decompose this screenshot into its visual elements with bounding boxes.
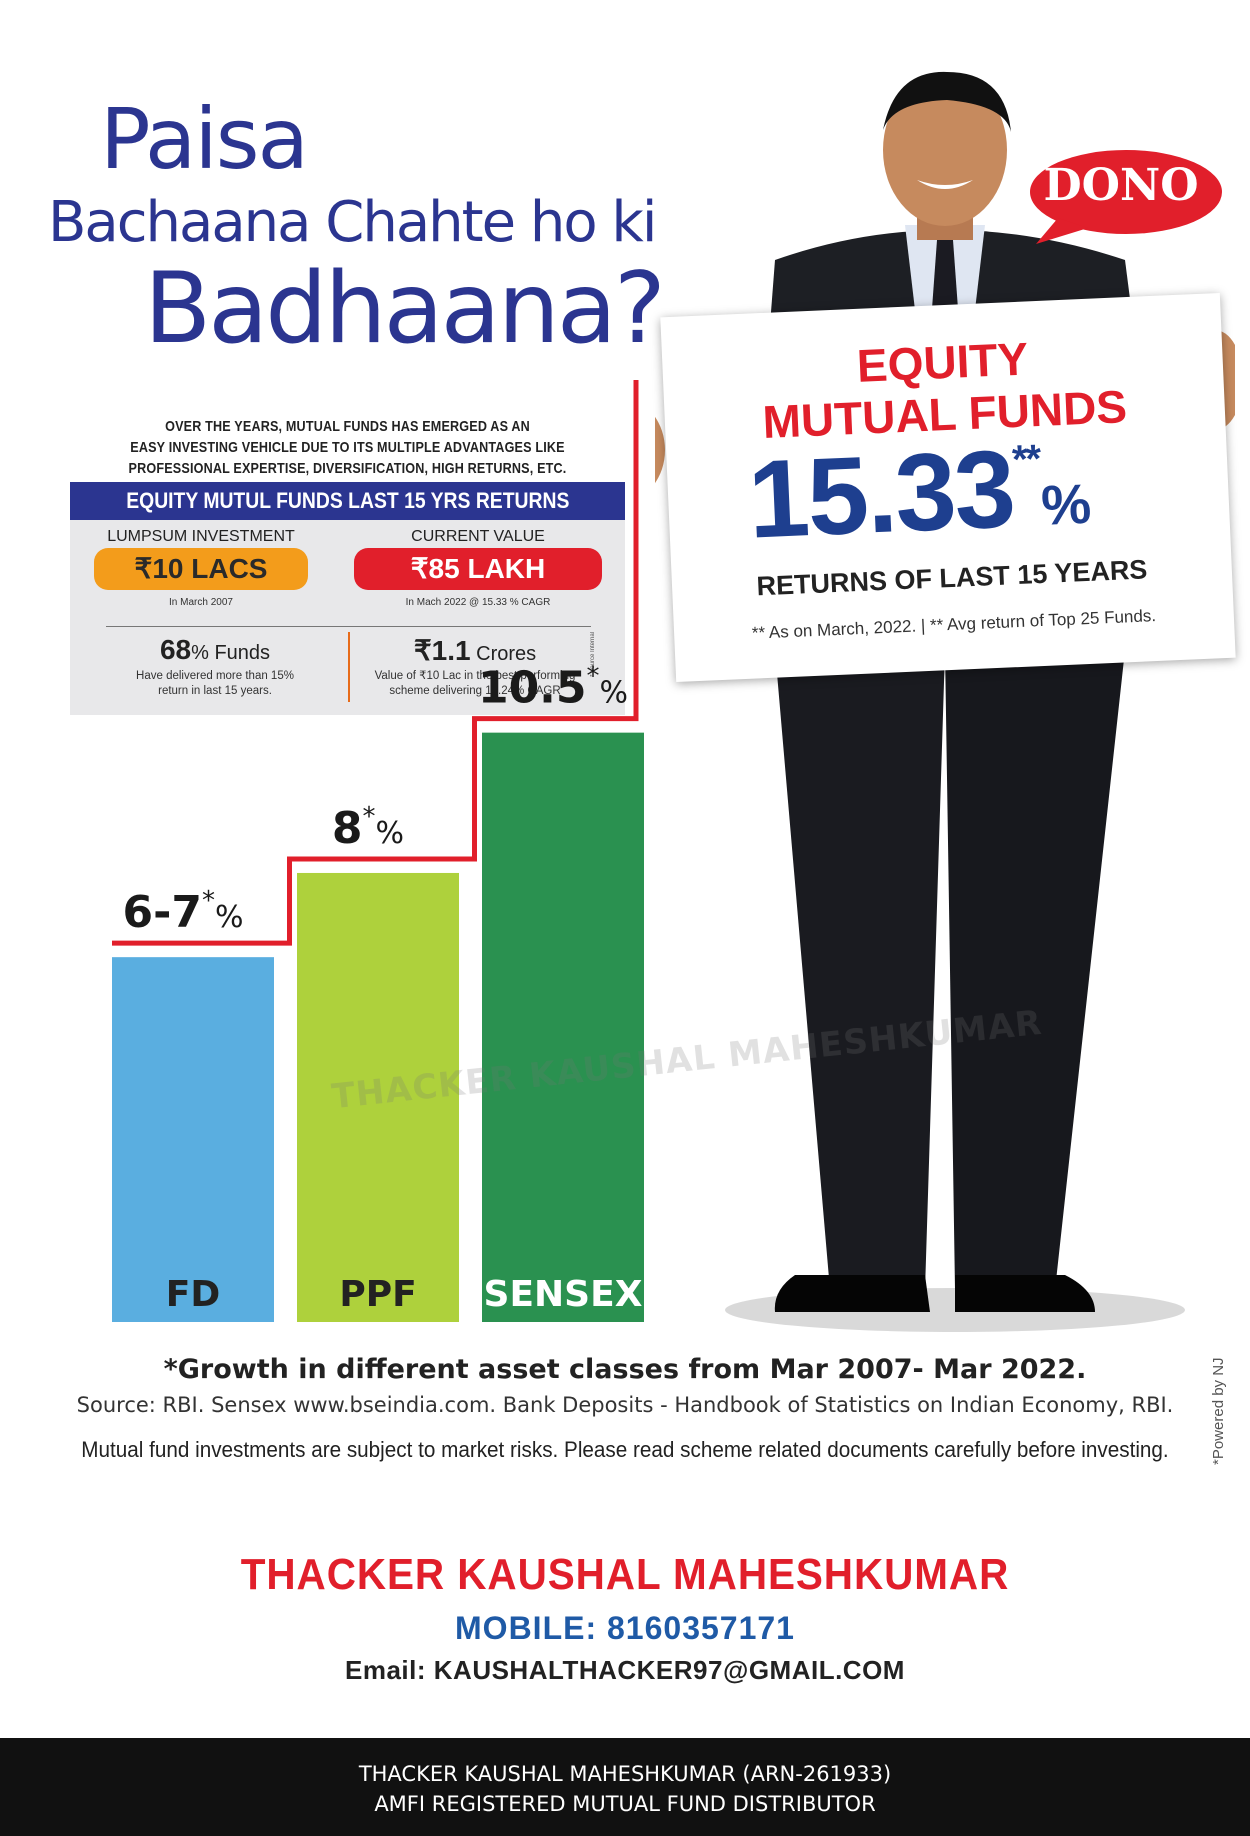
board-rate-stars: ** [1011,437,1041,483]
current-value-note: In Mach 2022 @ 15.33 % CAGR [405,597,551,608]
bar-label-ppf: PPF [339,1274,416,1315]
info-divider-vertical [348,632,350,702]
footer-bar: THACKER KAUSHAL MAHESHKUMAR (ARN-261933)… [0,1738,1250,1836]
lumpsum-label: LUMPSUM INVESTMENT [107,528,295,545]
intro-line-3: PROFESSIONAL EXPERTISE, DIVERSIFICATION,… [128,460,567,477]
powered-by: *Powered by NJ [1210,1357,1227,1465]
distributor-name: THACKER KAUSHAL MAHESHKUMAR [240,1550,1010,1599]
info-divider-horizontal [106,626,591,627]
stat-funds-desc: Have delivered more than 15% return in l… [90,669,340,699]
stat-funds-desc-1: Have delivered more than 15% [136,670,294,682]
current-value-badge: ₹85 LAKH [354,548,602,590]
growth-footnote: *Growth in different asset classes from … [163,1354,1087,1385]
board-note: ** As on March, 2022. | ** Avg return of… [751,606,1157,643]
headline-line-3: Badhaana? [144,252,666,366]
bubble-text: DONO [1043,160,1199,211]
info-box-title-bar: EQUITY MUTUL FUNDS LAST 15 YRS RETURNS [70,482,625,520]
info-box-title: EQUITY MUTUL FUNDS LAST 15 YRS RETURNS [125,488,570,513]
bar-sensex [482,732,644,1322]
board-rate-pct: % [1039,471,1091,537]
headline-line-1: Paisa [100,90,309,188]
stat-funds-desc-2: return in last 15 years. [158,685,272,697]
current-value-label: CURRENT VALUE [411,528,545,545]
source-footnote: Source: RBI. Sensex www.bseindia.com. Ba… [76,1393,1174,1417]
lumpsum-value-badge: ₹10 LACS [94,548,308,590]
intro-line-1: OVER THE YEARS, MUTUAL FUNDS HAS EMERGED… [165,418,530,435]
value-label-fd: 6-7*% [122,886,243,938]
stat-funds: 68% Funds [90,634,340,666]
bar-label-sensex: SENSEX [484,1274,643,1315]
footer-line-1: THACKER KAUSHAL MAHESHKUMAR (ARN-261933) [358,1762,892,1786]
stat-crores-value: ₹1.1 [413,635,471,666]
value-label-sensex: 10.5*% [478,662,628,714]
intro-text: OVER THE YEARS, MUTUAL FUNDS HAS EMERGED… [114,416,580,479]
bar-ppf [297,872,459,1322]
email-address[interactable]: Email: KAUSHALTHACKER97@GMAIL.COM [345,1655,905,1685]
lumpsum-note: In March 2007 [169,597,233,608]
stat-funds-value: 68 [159,634,192,665]
value-label-ppf: 8*% [332,802,404,854]
board-rate: 15.33**% [746,427,1091,561]
bar-fd [112,957,274,1322]
mobile-number[interactable]: MOBILE: 8160357171 [455,1610,795,1646]
headline-line-2: Bachaana Chahte ho ki [48,190,657,255]
bar-label-fd: FD [166,1274,220,1315]
speech-bubble-icon [1030,150,1222,244]
footer-line-2: AMFI REGISTERED MUTUAL FUND DISTRIBUTOR [374,1792,876,1816]
disclaimer: Mutual fund investments are subject to m… [81,1437,1169,1462]
board-rate-value: 15.33 [745,427,1017,562]
equity-returns-board: EQUITY MUTUAL FUNDS 15.33**% RETURNS OF … [660,292,1236,683]
stat-funds-unit: % Funds [191,642,271,664]
intro-line-2: EASY INVESTING VEHICLE DUE TO ITS MULTIP… [130,439,565,456]
